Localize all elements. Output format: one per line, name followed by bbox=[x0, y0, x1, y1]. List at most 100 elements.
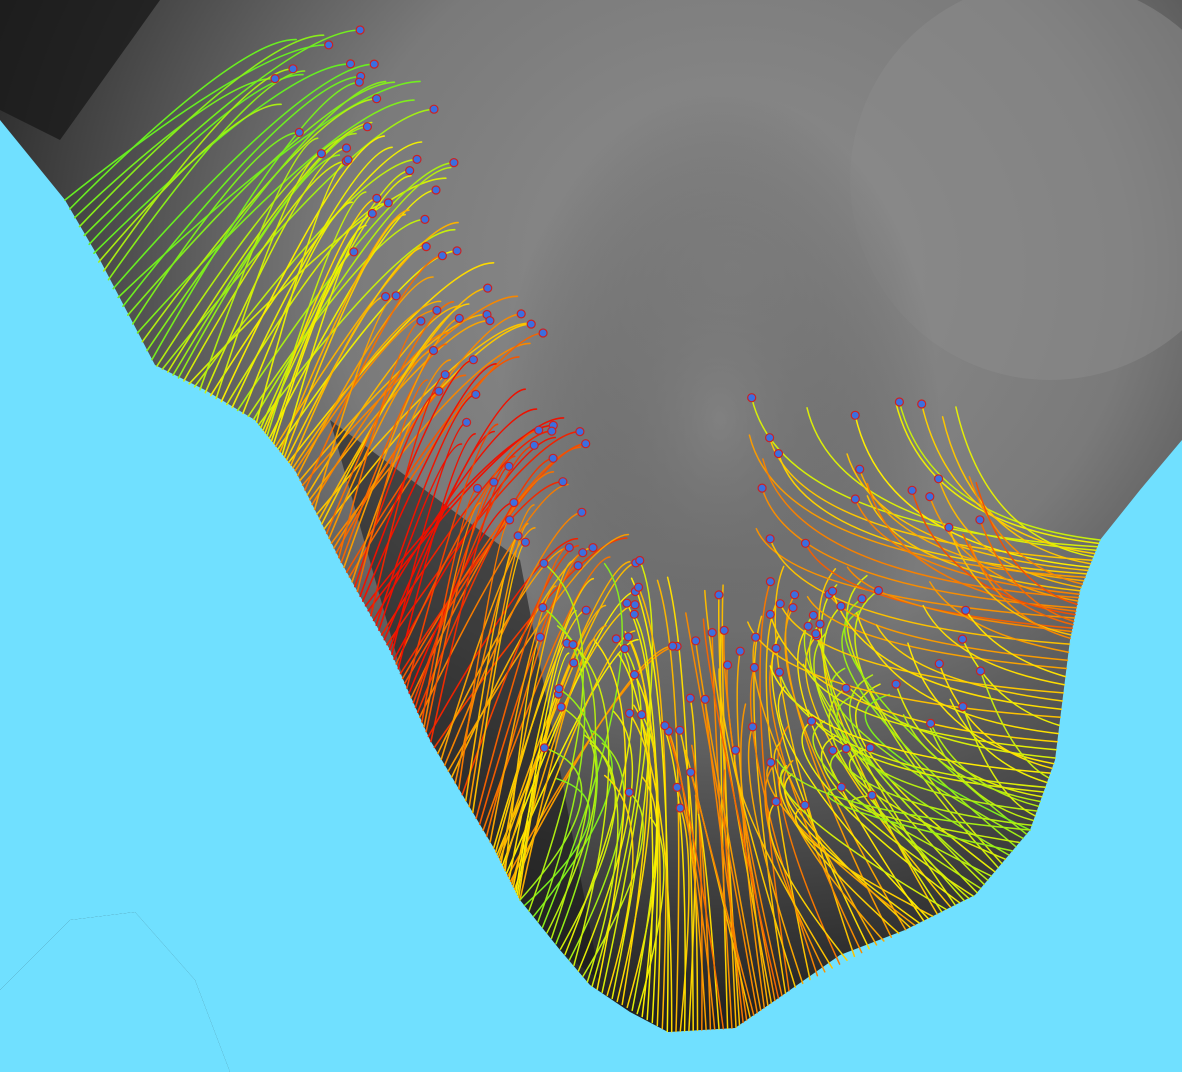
source-point[interactable] bbox=[367, 208, 377, 219]
source-point[interactable] bbox=[917, 399, 927, 409]
source-point[interactable] bbox=[828, 745, 838, 756]
source-point[interactable] bbox=[505, 515, 515, 525]
source-point[interactable] bbox=[558, 477, 568, 487]
source-point[interactable] bbox=[800, 800, 810, 810]
source-point[interactable] bbox=[788, 602, 798, 613]
source-point[interactable] bbox=[747, 393, 757, 403]
source-point[interactable] bbox=[850, 410, 860, 420]
source-point[interactable] bbox=[749, 662, 760, 673]
source-point[interactable] bbox=[355, 25, 365, 35]
source-point[interactable] bbox=[526, 319, 536, 329]
source-point[interactable] bbox=[957, 634, 968, 644]
source-point[interactable] bbox=[747, 722, 758, 732]
source-point[interactable] bbox=[372, 94, 382, 104]
source-point[interactable] bbox=[836, 601, 846, 611]
source-point[interactable] bbox=[343, 155, 353, 165]
source-point[interactable] bbox=[841, 683, 851, 693]
source-point[interactable] bbox=[765, 576, 776, 587]
source-point[interactable] bbox=[668, 641, 678, 651]
source-point[interactable] bbox=[771, 796, 781, 807]
source-point[interactable] bbox=[773, 449, 784, 459]
source-point[interactable] bbox=[961, 605, 971, 615]
source-point[interactable] bbox=[556, 702, 566, 712]
source-point[interactable] bbox=[575, 427, 585, 437]
source-point[interactable] bbox=[432, 305, 442, 315]
source-point[interactable] bbox=[412, 154, 422, 164]
source-point[interactable] bbox=[428, 345, 439, 356]
source-point[interactable] bbox=[529, 440, 539, 450]
source-point[interactable] bbox=[891, 679, 901, 689]
source-point[interactable] bbox=[958, 701, 968, 712]
source-point[interactable] bbox=[764, 433, 775, 443]
source-point[interactable] bbox=[735, 646, 745, 656]
source-point[interactable] bbox=[405, 166, 415, 176]
source-point[interactable] bbox=[675, 803, 685, 813]
source-point[interactable] bbox=[294, 127, 304, 137]
source-point[interactable] bbox=[539, 558, 549, 568]
source-point[interactable] bbox=[925, 492, 935, 502]
source-point[interactable] bbox=[975, 515, 985, 525]
source-point[interactable] bbox=[808, 610, 819, 620]
source-point[interactable] bbox=[362, 122, 372, 132]
source-point[interactable] bbox=[850, 494, 860, 504]
source-point[interactable] bbox=[620, 644, 630, 654]
source-point[interactable] bbox=[449, 158, 459, 168]
source-point[interactable] bbox=[765, 534, 775, 544]
source-point[interactable] bbox=[577, 507, 587, 517]
source-point[interactable] bbox=[865, 743, 875, 753]
source-point[interactable] bbox=[751, 632, 761, 642]
source-point[interactable] bbox=[548, 453, 558, 463]
source-point[interactable] bbox=[420, 214, 430, 224]
source-point[interactable] bbox=[454, 313, 464, 323]
source-point[interactable] bbox=[611, 634, 621, 644]
source-point[interactable] bbox=[766, 757, 776, 768]
source-point[interactable] bbox=[421, 242, 431, 252]
source-point[interactable] bbox=[803, 621, 813, 631]
source-point[interactable] bbox=[873, 585, 884, 596]
source-point[interactable] bbox=[757, 483, 767, 493]
source-point[interactable] bbox=[535, 632, 545, 642]
source-point[interactable] bbox=[944, 522, 954, 533]
source-point[interactable] bbox=[622, 598, 632, 608]
source-point[interactable] bbox=[719, 625, 729, 636]
source-point[interactable] bbox=[765, 609, 775, 620]
source-point[interactable] bbox=[468, 355, 478, 365]
source-point[interactable] bbox=[538, 602, 548, 613]
source-point[interactable] bbox=[800, 538, 811, 548]
source-point[interactable] bbox=[815, 619, 825, 629]
source-point[interactable] bbox=[934, 659, 944, 669]
source-point[interactable] bbox=[581, 605, 591, 615]
source-point[interactable] bbox=[316, 149, 326, 159]
source-point[interactable] bbox=[686, 767, 696, 777]
source-point[interactable] bbox=[288, 64, 298, 74]
source-point[interactable] bbox=[520, 537, 531, 547]
source-point[interactable] bbox=[907, 485, 917, 495]
source-point[interactable] bbox=[836, 782, 847, 792]
source-point[interactable] bbox=[554, 683, 564, 694]
source-point[interactable] bbox=[811, 629, 821, 639]
source-point[interactable] bbox=[462, 417, 472, 427]
source-point[interactable] bbox=[434, 386, 444, 396]
source-point[interactable] bbox=[452, 246, 462, 256]
source-point[interactable] bbox=[440, 370, 450, 380]
source-point[interactable] bbox=[431, 185, 441, 195]
source-point[interactable] bbox=[855, 464, 865, 474]
source-point[interactable] bbox=[629, 609, 639, 619]
source-point[interactable] bbox=[691, 636, 701, 646]
source-point[interactable] bbox=[483, 283, 493, 293]
source-point[interactable] bbox=[489, 477, 499, 487]
source-point[interactable] bbox=[538, 328, 548, 338]
source-point[interactable] bbox=[771, 643, 781, 654]
source-point[interactable] bbox=[324, 40, 334, 50]
source-point[interactable] bbox=[569, 658, 579, 668]
source-point[interactable] bbox=[827, 586, 838, 596]
source-point[interactable] bbox=[714, 590, 724, 600]
source-point[interactable] bbox=[354, 77, 364, 87]
source-point[interactable] bbox=[372, 193, 382, 203]
source-point[interactable] bbox=[534, 425, 544, 435]
source-point[interactable] bbox=[637, 710, 647, 720]
source-point[interactable] bbox=[630, 600, 640, 610]
source-point[interactable] bbox=[581, 439, 591, 449]
source-point[interactable] bbox=[437, 251, 447, 261]
